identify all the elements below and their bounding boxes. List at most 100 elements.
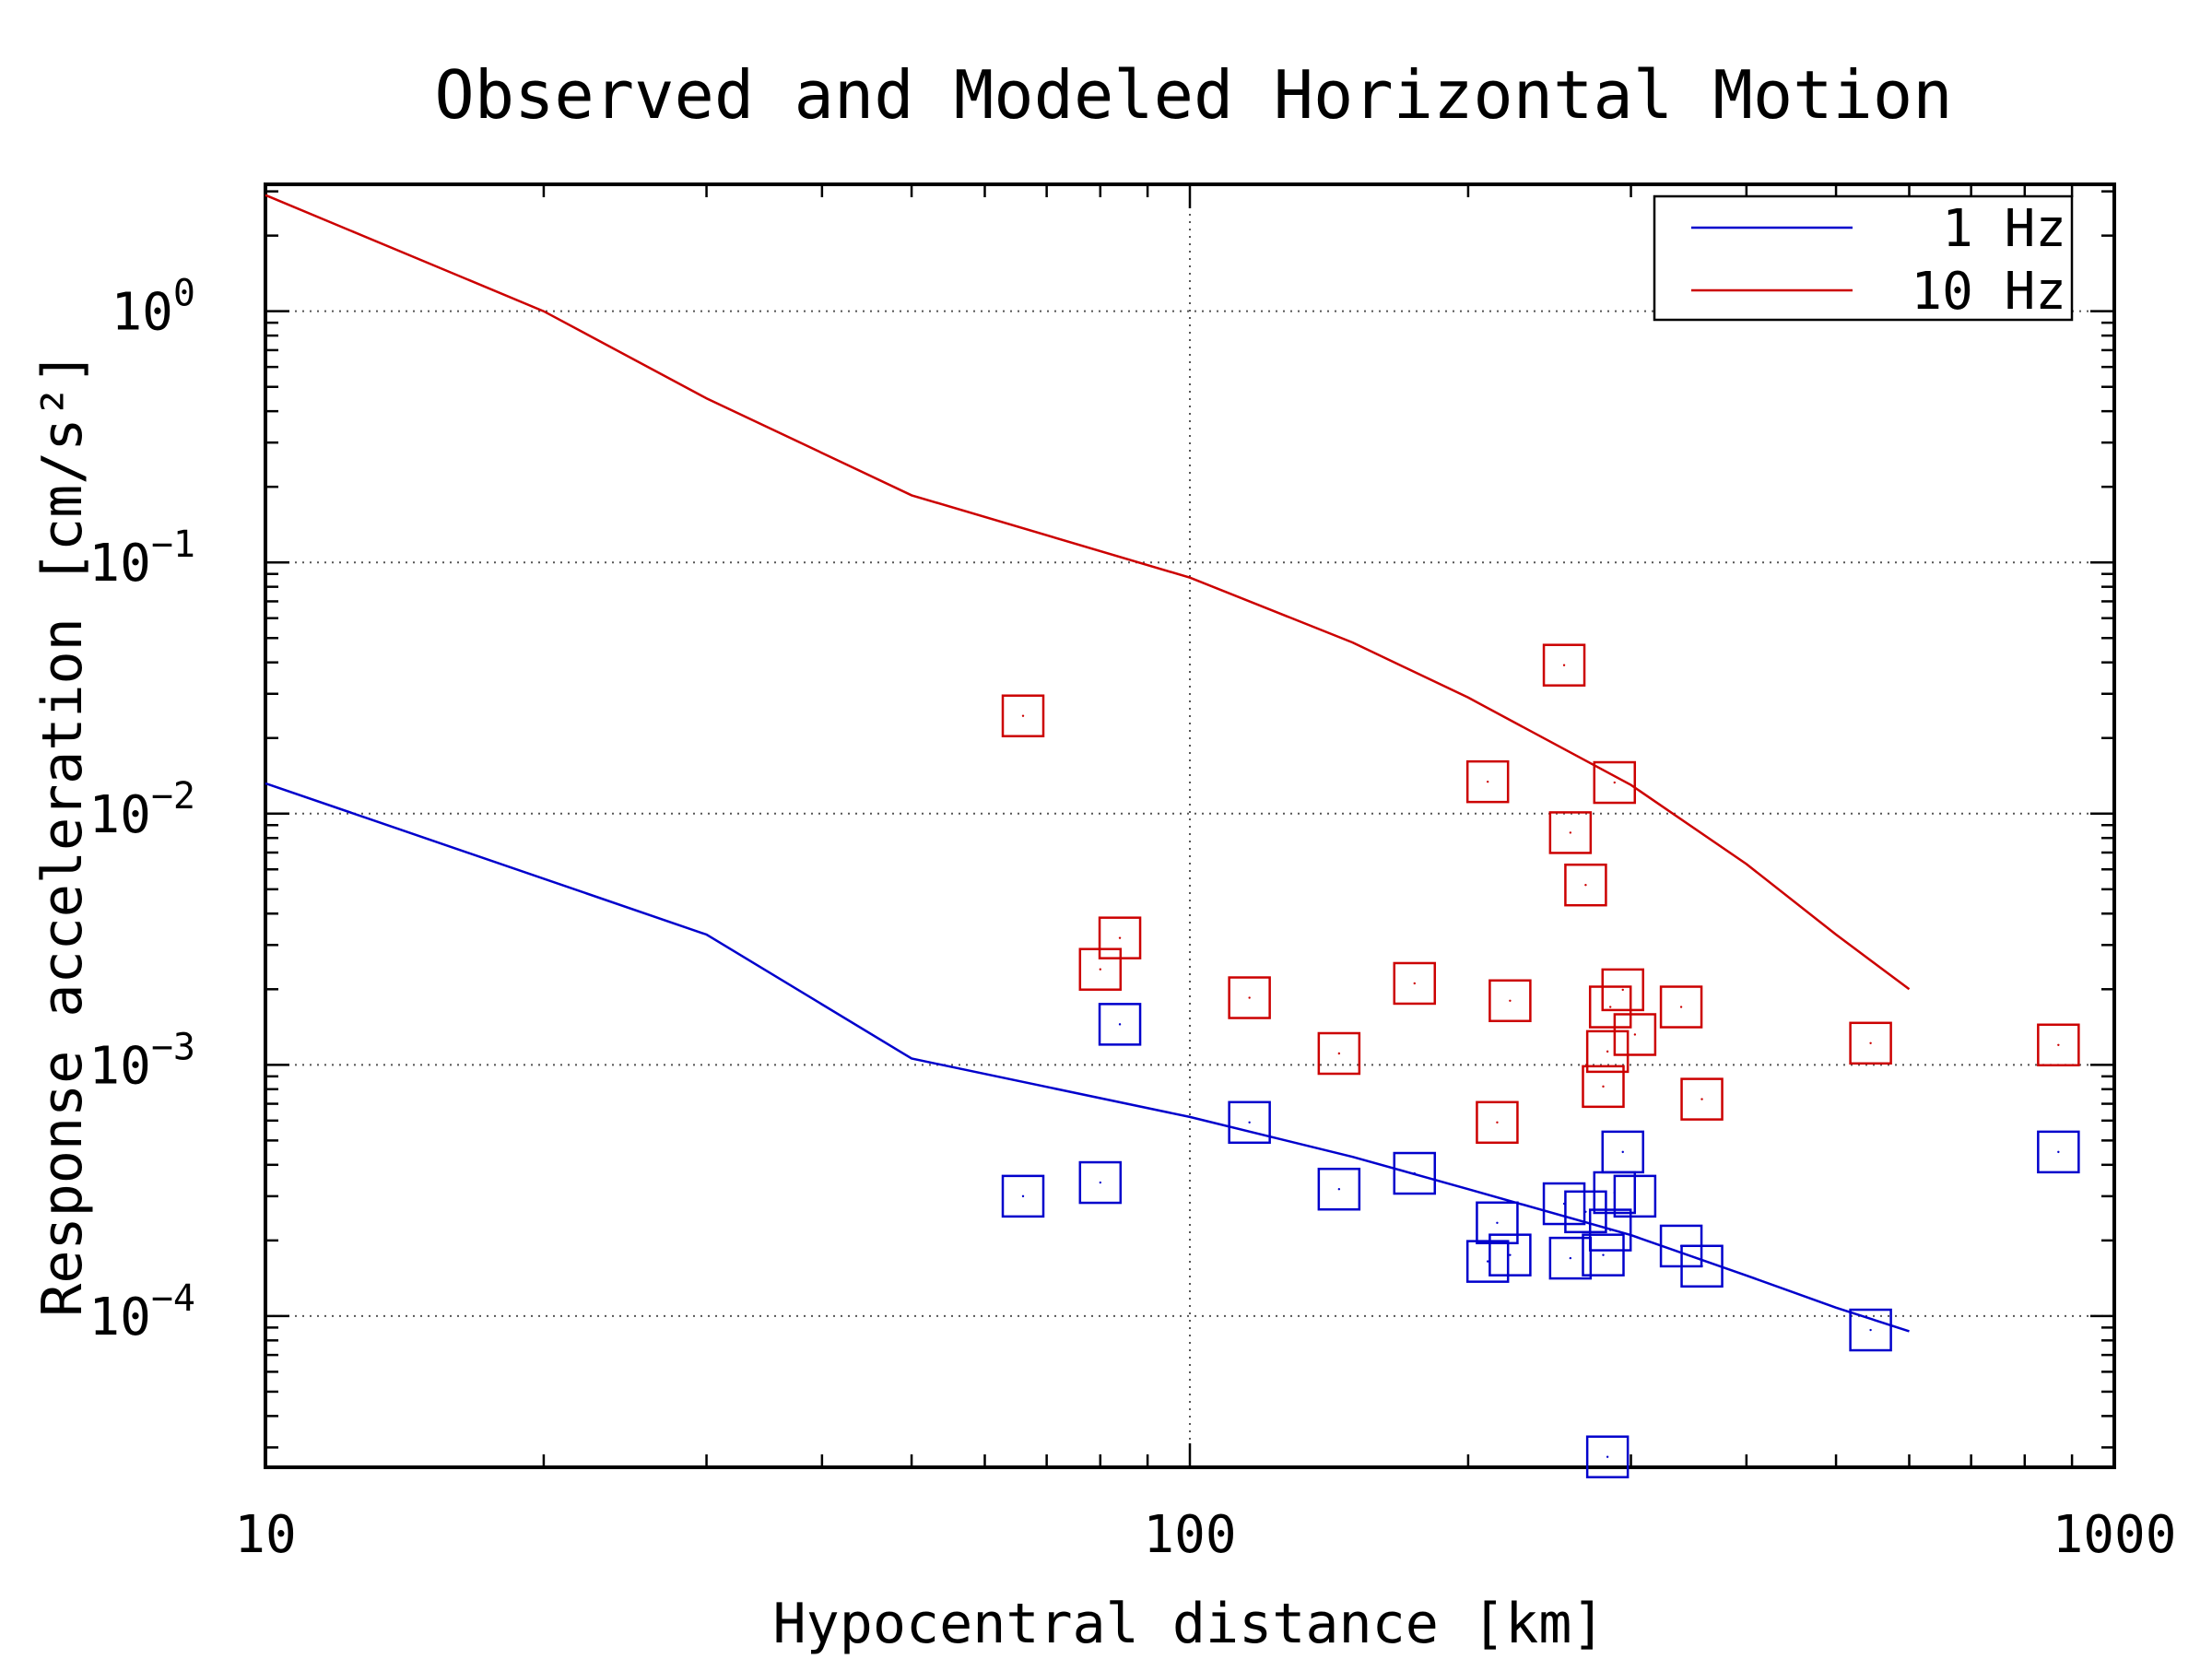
data-point-marker [2037,1023,2080,1067]
data-point-dot [2057,1043,2060,1046]
data-point-marker [1228,976,1271,1019]
data-point-marker [1317,1167,1361,1211]
data-point-dot [1621,988,1624,992]
data-point-marker [1542,1182,1586,1226]
data-point-marker [1585,1030,1630,1074]
data-point-marker [1659,985,1703,1029]
data-point-dot [1021,1194,1025,1198]
data-point-marker [1601,1130,1645,1174]
data-point-marker [1849,1021,1892,1065]
x-tick-label: 1000 [2053,1505,2177,1565]
series-layer [265,194,2080,1478]
data-point-dot [1496,1221,1499,1224]
data-point-marker [1588,1208,1632,1252]
data-point-dot [1248,996,1251,999]
x-tick-label: 10 [234,1505,296,1565]
data-point-marker [1582,1065,1625,1109]
data-point-dot [1486,1260,1489,1263]
data-point-dot [1099,968,1101,971]
data-point-dot [1118,936,1122,939]
data-point-marker [1488,1233,1532,1277]
series-line-10-hz [265,194,1911,991]
data-point-dot [1118,1023,1122,1026]
data-point-dot [1869,1328,1872,1332]
y-tick-label: 10−3 [88,1026,195,1096]
data-point-dot [1679,1006,1683,1008]
series-line-1-hz [265,782,1910,1333]
y-axis-label: Response acceleration [cm/s²] [30,351,95,1317]
data-point-dot [1496,1121,1499,1124]
data-point-dot [1337,1188,1341,1191]
data-point-marker [1098,916,1142,959]
data-point-marker [1228,1100,1271,1145]
data-point-marker [1613,1174,1657,1218]
data-point-marker [1680,1244,1724,1288]
plot-frame [264,182,2116,1469]
data-point-dot [1621,1150,1624,1154]
data-point-marker [1488,979,1532,1023]
data-point-dot [1609,1229,1612,1231]
data-point-dot [1021,714,1025,717]
axis-ticks [264,184,2114,1467]
x-tick-labels: 10 100 1000 [234,1505,2176,1565]
data-point-dot [1248,1121,1251,1124]
data-point-marker [1593,760,1637,805]
legend-label-1hz: 1 Hz [1942,199,2066,259]
data-point-dot [1562,664,1566,666]
data-point-marker [1588,985,1632,1029]
data-point-marker [1582,1233,1625,1277]
data-point-dot [2057,1150,2060,1154]
data-point-marker [1001,694,1045,737]
legend-label-10hz: 10 Hz [1911,262,2066,322]
data-point-dot [1509,1253,1512,1256]
data-point-marker [1548,1236,1593,1280]
data-point-marker [1317,1031,1361,1076]
data-point-dot [1413,1171,1416,1175]
data-point-marker [1001,1174,1045,1218]
data-point-dot [1337,1052,1341,1055]
y-tick-label: 10−1 [88,524,195,594]
data-point-marker [1078,1160,1123,1205]
y-tick-labels: 100 10−1 10−2 10−3 10−4 [88,273,195,1347]
data-point-dot [1569,831,1572,834]
data-point-dot [1606,1050,1609,1053]
data-point-dot [1509,999,1512,1002]
data-point-marker [1564,863,1607,907]
data-point-dot [1486,780,1489,783]
x-axis-label: Hypocentral distance [km] [772,1592,1605,1656]
data-point-dot [1602,1253,1605,1256]
data-point-dot [1602,1085,1605,1088]
data-point-dot [1869,1041,1872,1045]
data-point-marker [1680,1077,1724,1121]
data-point-marker [1098,1003,1142,1046]
data-point-dot [1633,1033,1637,1036]
y-tick-label: 10−2 [88,775,195,845]
data-point-marker [1393,961,1437,1006]
data-point-dot [1633,1194,1637,1198]
data-point-dot [1413,982,1416,985]
chart-title: Observed and Modeled Horizontal Motion [434,56,1952,134]
data-point-marker [1393,1151,1437,1195]
data-point-dot [1606,1455,1609,1458]
data-point-dot [1700,1265,1703,1267]
data-point-dot [1613,781,1616,784]
legend-box [1653,194,2074,322]
data-point-marker [1613,1013,1657,1056]
data-point-marker [1542,643,1586,687]
data-point-dot [1584,883,1587,887]
data-point-marker [1585,1435,1630,1478]
grid [265,184,2114,1467]
data-point-marker [1476,1201,1519,1245]
data-point-marker [1465,759,1510,804]
y-tick-label: 100 [111,273,195,343]
data-point-dot [1569,1256,1572,1260]
x-tick-label: 100 [1143,1505,1236,1565]
data-point-marker [1465,1240,1510,1283]
data-point-marker [1548,811,1593,854]
y-tick-label: 10−4 [88,1277,195,1347]
data-point-dot [1609,1006,1612,1008]
data-point-marker [2037,1130,2080,1174]
data-point-dot [1099,1181,1101,1184]
data-point-marker [1476,1100,1519,1145]
